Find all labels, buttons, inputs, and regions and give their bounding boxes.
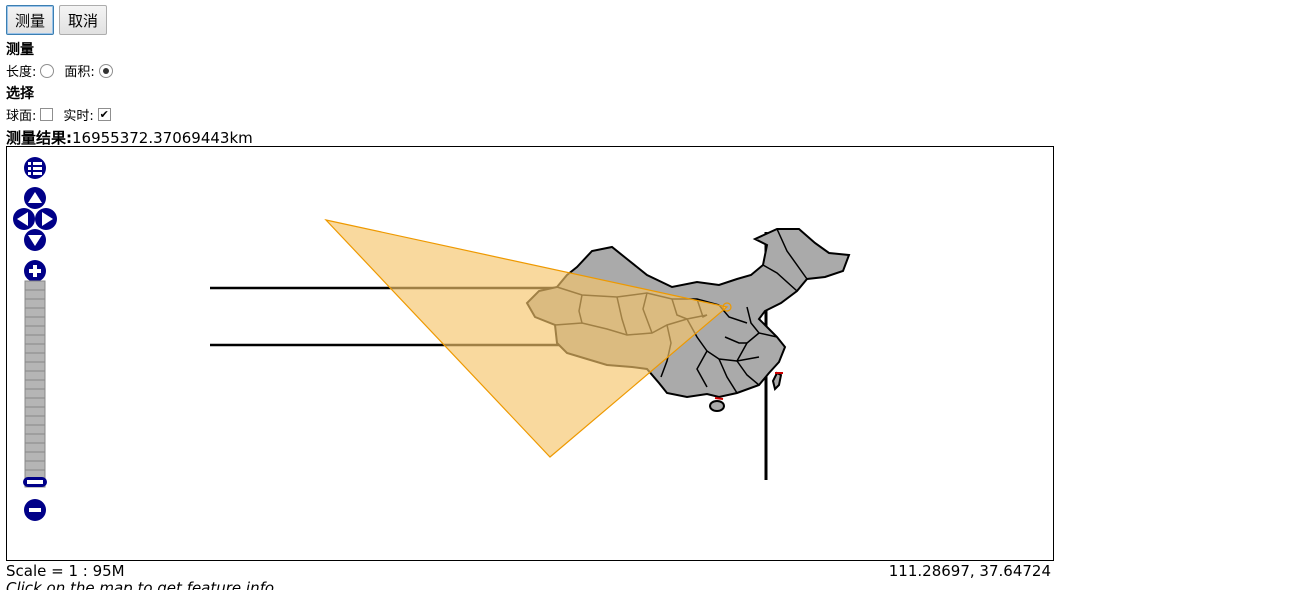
pan-right-icon[interactable]	[35, 208, 57, 230]
scale-display: Scale = 1 : 95M	[6, 562, 125, 580]
toolbar: 测量 取消	[6, 5, 108, 35]
feature-info-hint: Click on the map to get feature info	[6, 579, 275, 590]
length-label: 长度:	[6, 65, 37, 80]
measure-section-title: 测量	[6, 42, 34, 58]
zoom-in-icon[interactable]	[24, 260, 46, 282]
result-value: 16955372.37069443km	[72, 129, 253, 147]
taiwan-shape[interactable]	[771, 371, 783, 391]
zoom-slider-handle[interactable]	[23, 477, 47, 487]
area-label: 面积:	[64, 65, 95, 80]
zoom-slider-track[interactable]	[24, 280, 46, 488]
area-radio[interactable]	[98, 63, 113, 78]
length-radio[interactable]	[40, 63, 55, 78]
cancel-button[interactable]: 取消	[59, 5, 108, 35]
pan-left-icon[interactable]	[13, 208, 35, 230]
map-canvas[interactable]	[7, 147, 1053, 560]
immediate-label: 实时:	[63, 109, 94, 124]
geodesic-label: 球面:	[6, 109, 37, 124]
measure-button[interactable]: 测量	[6, 5, 55, 35]
result-label: 测量结果:	[6, 129, 72, 147]
measure-area-polygon[interactable]	[324, 219, 729, 458]
select-section-title: 选择	[6, 86, 34, 102]
map-viewport[interactable]	[6, 146, 1054, 561]
hainan-marker	[714, 397, 724, 400]
measure-mode-row: 长度: 面积:	[6, 61, 123, 80]
zoom-out-icon[interactable]	[24, 499, 46, 521]
pan-down-icon[interactable]	[24, 229, 46, 251]
measure-vertex-handle[interactable]	[722, 302, 732, 312]
layer-switcher-icon[interactable]	[24, 157, 46, 179]
select-options-row: 球面: 实时: ✔	[6, 105, 121, 124]
measure-result: 测量结果:16955372.37069443km	[6, 127, 253, 148]
geodesic-checkbox[interactable]	[40, 108, 54, 121]
pan-up-icon[interactable]	[24, 187, 46, 209]
hainan-shape[interactable]	[709, 400, 725, 412]
mouse-position-readout: 111.28697, 37.64724	[888, 562, 1051, 580]
immediate-checkbox[interactable]: ✔	[97, 108, 111, 121]
map-navigation-controls	[13, 157, 57, 521]
